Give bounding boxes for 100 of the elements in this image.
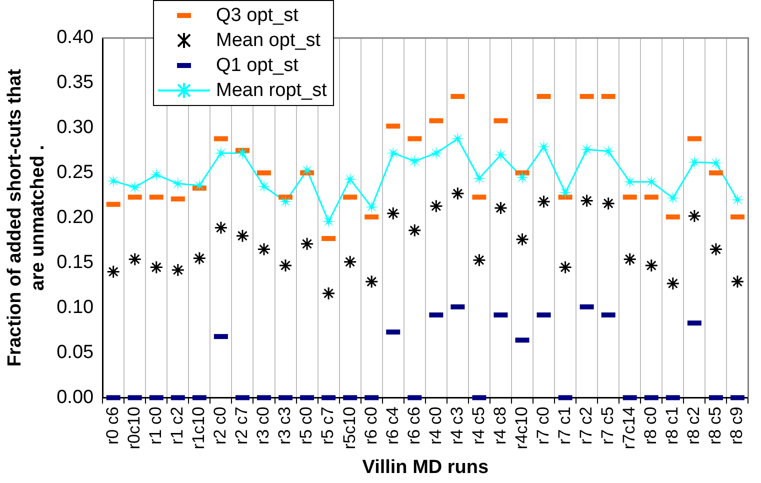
x-tick-label: r7 c5 [598, 406, 618, 444]
point [300, 237, 314, 251]
x-tick-label: r7 c0 [533, 406, 552, 444]
legend-label: Mean ropt_st [216, 79, 327, 103]
point [214, 220, 228, 234]
x-tick-label: r1 c2 [168, 406, 187, 444]
point [214, 146, 228, 160]
y-tick-label: 0.25 [56, 162, 94, 184]
point [300, 163, 314, 178]
point [364, 200, 379, 214]
x-tick-label: r4 c3 [447, 406, 466, 444]
x-tick-label: r7 c1 [554, 406, 574, 444]
x-axis-title: Villin MD runs [362, 456, 489, 478]
point [106, 265, 120, 279]
x-tick-label: r5 c0 [296, 406, 316, 444]
point [450, 132, 465, 146]
x-tick-label: r4c10 [512, 406, 531, 450]
y-axis-title: Fraction of added short-cuts that are unmatched . [4, 68, 48, 367]
y-tick-label: 0.10 [56, 296, 94, 318]
x-tick-label: r7 c2 [576, 406, 596, 444]
point [278, 194, 293, 209]
y-tick-label: 0.15 [56, 252, 94, 274]
point [580, 194, 594, 208]
point [666, 191, 680, 206]
point [343, 172, 358, 186]
point [322, 286, 336, 300]
point [688, 209, 702, 223]
point [472, 171, 486, 186]
point [494, 201, 508, 215]
x-tick-label: r4 c5 [468, 406, 488, 444]
point [386, 206, 400, 220]
x-tick-label: r3 c0 [254, 406, 273, 444]
point [537, 194, 551, 208]
point [644, 258, 658, 272]
point [623, 252, 637, 266]
point [171, 263, 185, 277]
point [450, 186, 464, 200]
x-tick-label: r4 c8 [490, 406, 510, 444]
x-tick-label: r1c10 [189, 406, 208, 450]
y-tick-label: 0.35 [56, 72, 94, 94]
point [256, 179, 271, 194]
point [364, 274, 378, 288]
y-tick-label: 0.40 [56, 27, 94, 48]
point [149, 168, 164, 182]
point [128, 252, 142, 266]
point [386, 146, 400, 160]
x-tick-label: r6 c4 [382, 406, 402, 444]
point [494, 148, 508, 162]
point [408, 224, 422, 238]
x-tick-label: r0 c6 [103, 406, 122, 444]
point [580, 142, 594, 156]
x-tick-label: r6 c0 [361, 406, 380, 444]
point [687, 155, 702, 170]
point [730, 274, 744, 288]
y-tick-label: 0.05 [56, 342, 94, 363]
legend-label: Q1 opt_st [216, 54, 298, 78]
point [429, 199, 443, 213]
point [150, 260, 164, 274]
x-tick-label: r0c10 [124, 406, 144, 450]
x-tick-label: r8 c1 [662, 406, 682, 444]
point [235, 146, 250, 160]
point [558, 260, 572, 274]
point [429, 146, 444, 160]
x-tick-label: r2 c0 [210, 406, 230, 444]
point [515, 170, 530, 184]
point [236, 229, 250, 243]
x-tick-label: r8 c9 [727, 406, 746, 444]
point [472, 253, 486, 267]
x-tick-label: r3 c3 [275, 406, 294, 444]
x-tick-label: r5 c7 [318, 406, 338, 444]
point [558, 186, 572, 200]
legend-label: Q3 opt_st [216, 4, 298, 28]
x-tick-label: r1 c0 [146, 406, 166, 444]
point [602, 196, 616, 210]
x-tick-label: r2 c7 [232, 406, 252, 444]
point [322, 214, 336, 228]
x-tick-label: r8 c0 [641, 406, 660, 444]
x-tick-label: r7c14 [620, 406, 639, 450]
y-tick-label: 0.20 [56, 207, 94, 228]
x-tick-label: r4 c0 [426, 406, 445, 444]
x-tick-label: r8 c2 [684, 406, 704, 444]
point [278, 258, 292, 272]
point [343, 255, 357, 269]
point [192, 252, 206, 266]
point [622, 174, 637, 189]
point [170, 176, 185, 191]
point [192, 178, 206, 192]
point [666, 276, 680, 290]
point [106, 174, 120, 188]
y-tick-label: 0.00 [56, 386, 94, 408]
point [730, 192, 744, 207]
point [536, 140, 551, 154]
y-tick-label: 0.30 [56, 117, 94, 138]
x-tick-label: r6 c6 [404, 406, 424, 444]
point [408, 154, 422, 168]
x-tick-label: r8 c5 [706, 406, 725, 444]
point [516, 232, 530, 246]
x-tick-label: r5c10 [340, 406, 359, 450]
point [257, 242, 271, 256]
point [128, 180, 142, 194]
